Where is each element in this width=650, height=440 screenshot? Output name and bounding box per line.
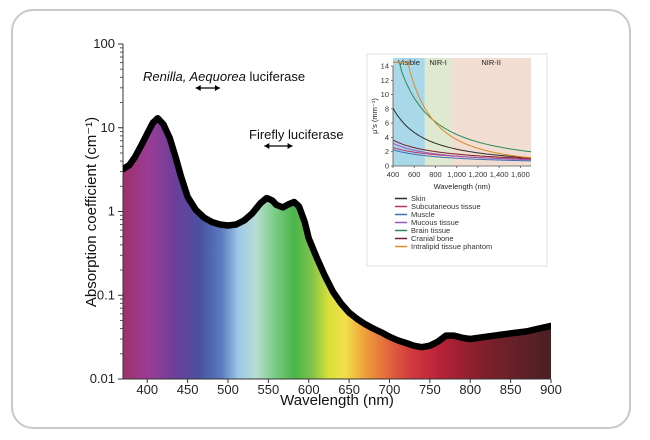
inset-region-band	[451, 58, 531, 166]
firefly-range-arrow	[264, 143, 293, 149]
arrow-head-right	[287, 143, 293, 149]
legend-entry: Subcutaneous tissue	[411, 202, 481, 211]
inset-x-tick-label: 400	[387, 170, 400, 179]
inset-region-band	[393, 58, 425, 166]
x-tick-label: 800	[459, 382, 481, 397]
x-tick-label: 900	[540, 382, 562, 397]
inset-regions	[393, 58, 531, 166]
inset-y-tick-label: 10	[381, 90, 389, 99]
x-tick-label: 550	[258, 382, 280, 397]
inset-region-band	[424, 58, 452, 166]
inset-y-tick-label: 2	[385, 147, 389, 156]
y-tick-label: 100	[93, 36, 115, 51]
x-tick-label: 750	[419, 382, 441, 397]
legend-entry: Cranial bone	[411, 234, 454, 243]
legend-entry: Muscle	[411, 210, 435, 219]
inset-region-labels: Visible NIR-I NIR-II	[398, 58, 501, 67]
inset-x-tick-label: 1,600	[511, 170, 530, 179]
firefly-annotation: Firefly luciferase	[249, 127, 344, 142]
legend-entry: Brain tissue	[411, 226, 450, 235]
y-tick-label: 1	[108, 204, 115, 219]
inset-y-tick-label: 14	[381, 62, 389, 71]
x-tick-label: 650	[338, 382, 360, 397]
inset-region-label: NIR-I	[429, 58, 447, 67]
arrow-head-right	[214, 85, 220, 91]
inset-series-line	[393, 61, 532, 159]
spectrum-area	[123, 118, 551, 379]
inset-scattering-chart: Visible NIR-I NIR-II 0 2 4 6 8 10 12 14 400 600 800…	[366, 53, 548, 267]
inset-series-line	[392, 107, 532, 159]
inset-y-tick-label: 8	[385, 104, 389, 113]
inset-y-tick-label: 0	[385, 162, 389, 171]
inset-y-tick-label: 6	[385, 119, 389, 128]
x-axis-ticks: 400 450 500 550 600 650 700 750 800 850 900	[136, 379, 562, 397]
x-tick-label: 400	[136, 382, 158, 397]
renilla-annotation: Renilla, Aequorea luciferase	[143, 69, 305, 84]
x-tick-label: 850	[500, 382, 522, 397]
inset-x-tick-label: 1,200	[469, 170, 488, 179]
inset-x-tick-label: 1,000	[447, 170, 466, 179]
y-tick-label: 10	[101, 120, 115, 135]
x-tick-label: 450	[177, 382, 199, 397]
renilla-range-arrow	[195, 85, 220, 91]
inset-curves	[392, 61, 532, 162]
inset-region-label: Visible	[398, 58, 420, 67]
inset-x-tick-label: 1,400	[490, 170, 509, 179]
inset-x-tick-label: 800	[429, 170, 442, 179]
x-tick-label: 700	[379, 382, 401, 397]
arrow-head-left	[195, 85, 201, 91]
inset-series-line	[392, 142, 531, 161]
absorption-curve	[123, 114, 551, 351]
inset-series-line	[392, 139, 531, 159]
inset-y-tick-label: 4	[385, 133, 389, 142]
y-tick-label: 0.1	[97, 287, 115, 302]
inset-y-axis-title: μ’s (mm⁻¹)	[370, 98, 379, 134]
x-tick-label: 500	[217, 382, 239, 397]
inset-series-line	[393, 61, 532, 153]
legend-entry: Skin	[411, 194, 426, 203]
inset-region-label: NIR-II	[481, 58, 501, 67]
inset-x-tick-label: 600	[408, 170, 421, 179]
y-axis-ticks: 0.01 0.1 1 10 100	[90, 36, 123, 386]
inset-x-ticks: 400 600 800 1,000 1,200 1,400 1,600	[387, 166, 530, 179]
legend-entry: Intralipid tissue phantom	[411, 242, 492, 251]
x-tick-label: 600	[298, 382, 320, 397]
inset-x-axis-title: Wavelength (nm)	[434, 182, 491, 191]
y-tick-label: 0.01	[90, 371, 115, 386]
arrow-head-left	[264, 143, 270, 149]
x-axis-title: Wavelength (nm)	[280, 392, 394, 409]
inset-y-tick-label: 12	[381, 76, 389, 85]
inset-series-line	[392, 149, 531, 162]
legend-entry: Mucous tissue	[411, 218, 459, 227]
y-axis-title: Absorption coefficient (cm⁻¹)	[83, 117, 100, 307]
